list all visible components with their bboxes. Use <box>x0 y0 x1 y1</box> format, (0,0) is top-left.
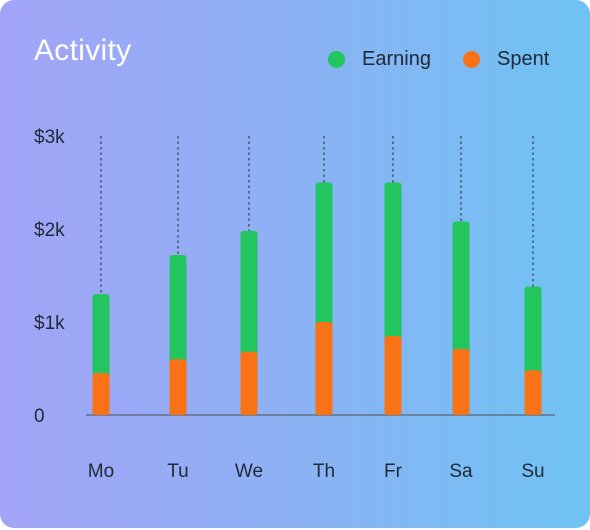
y-tick-label: $1k <box>34 313 65 334</box>
legend-label-spent: Spent <box>497 47 550 70</box>
bar-spent <box>384 335 402 415</box>
y-tick-label: $3k <box>34 127 65 148</box>
legend-label-earning: Earning <box>362 47 431 70</box>
legend-swatch-spent <box>463 50 480 68</box>
bar-spent <box>169 359 187 415</box>
legend-item-spent: Spent <box>463 47 549 71</box>
bar-spent <box>315 322 333 415</box>
bar-spent <box>92 373 110 415</box>
x-tick-label: Su <box>521 461 544 482</box>
chart-title: Activity <box>34 34 132 67</box>
x-tick-label: Mo <box>88 461 114 482</box>
bar-spent <box>240 351 258 415</box>
y-tick-label: 0 <box>34 406 45 427</box>
y-tick-label: $2k <box>34 220 65 241</box>
x-tick-label: Fr <box>384 461 403 482</box>
x-tick-label: Sa <box>449 461 473 482</box>
x-tick-label: We <box>235 461 263 482</box>
legend-swatch-earning <box>328 50 345 68</box>
bar-spent <box>452 348 470 415</box>
bar-spent <box>524 370 542 415</box>
legend-item-earning: Earning <box>328 47 431 71</box>
x-tick-label: Tu <box>167 461 188 482</box>
x-tick-label: Th <box>313 461 335 482</box>
